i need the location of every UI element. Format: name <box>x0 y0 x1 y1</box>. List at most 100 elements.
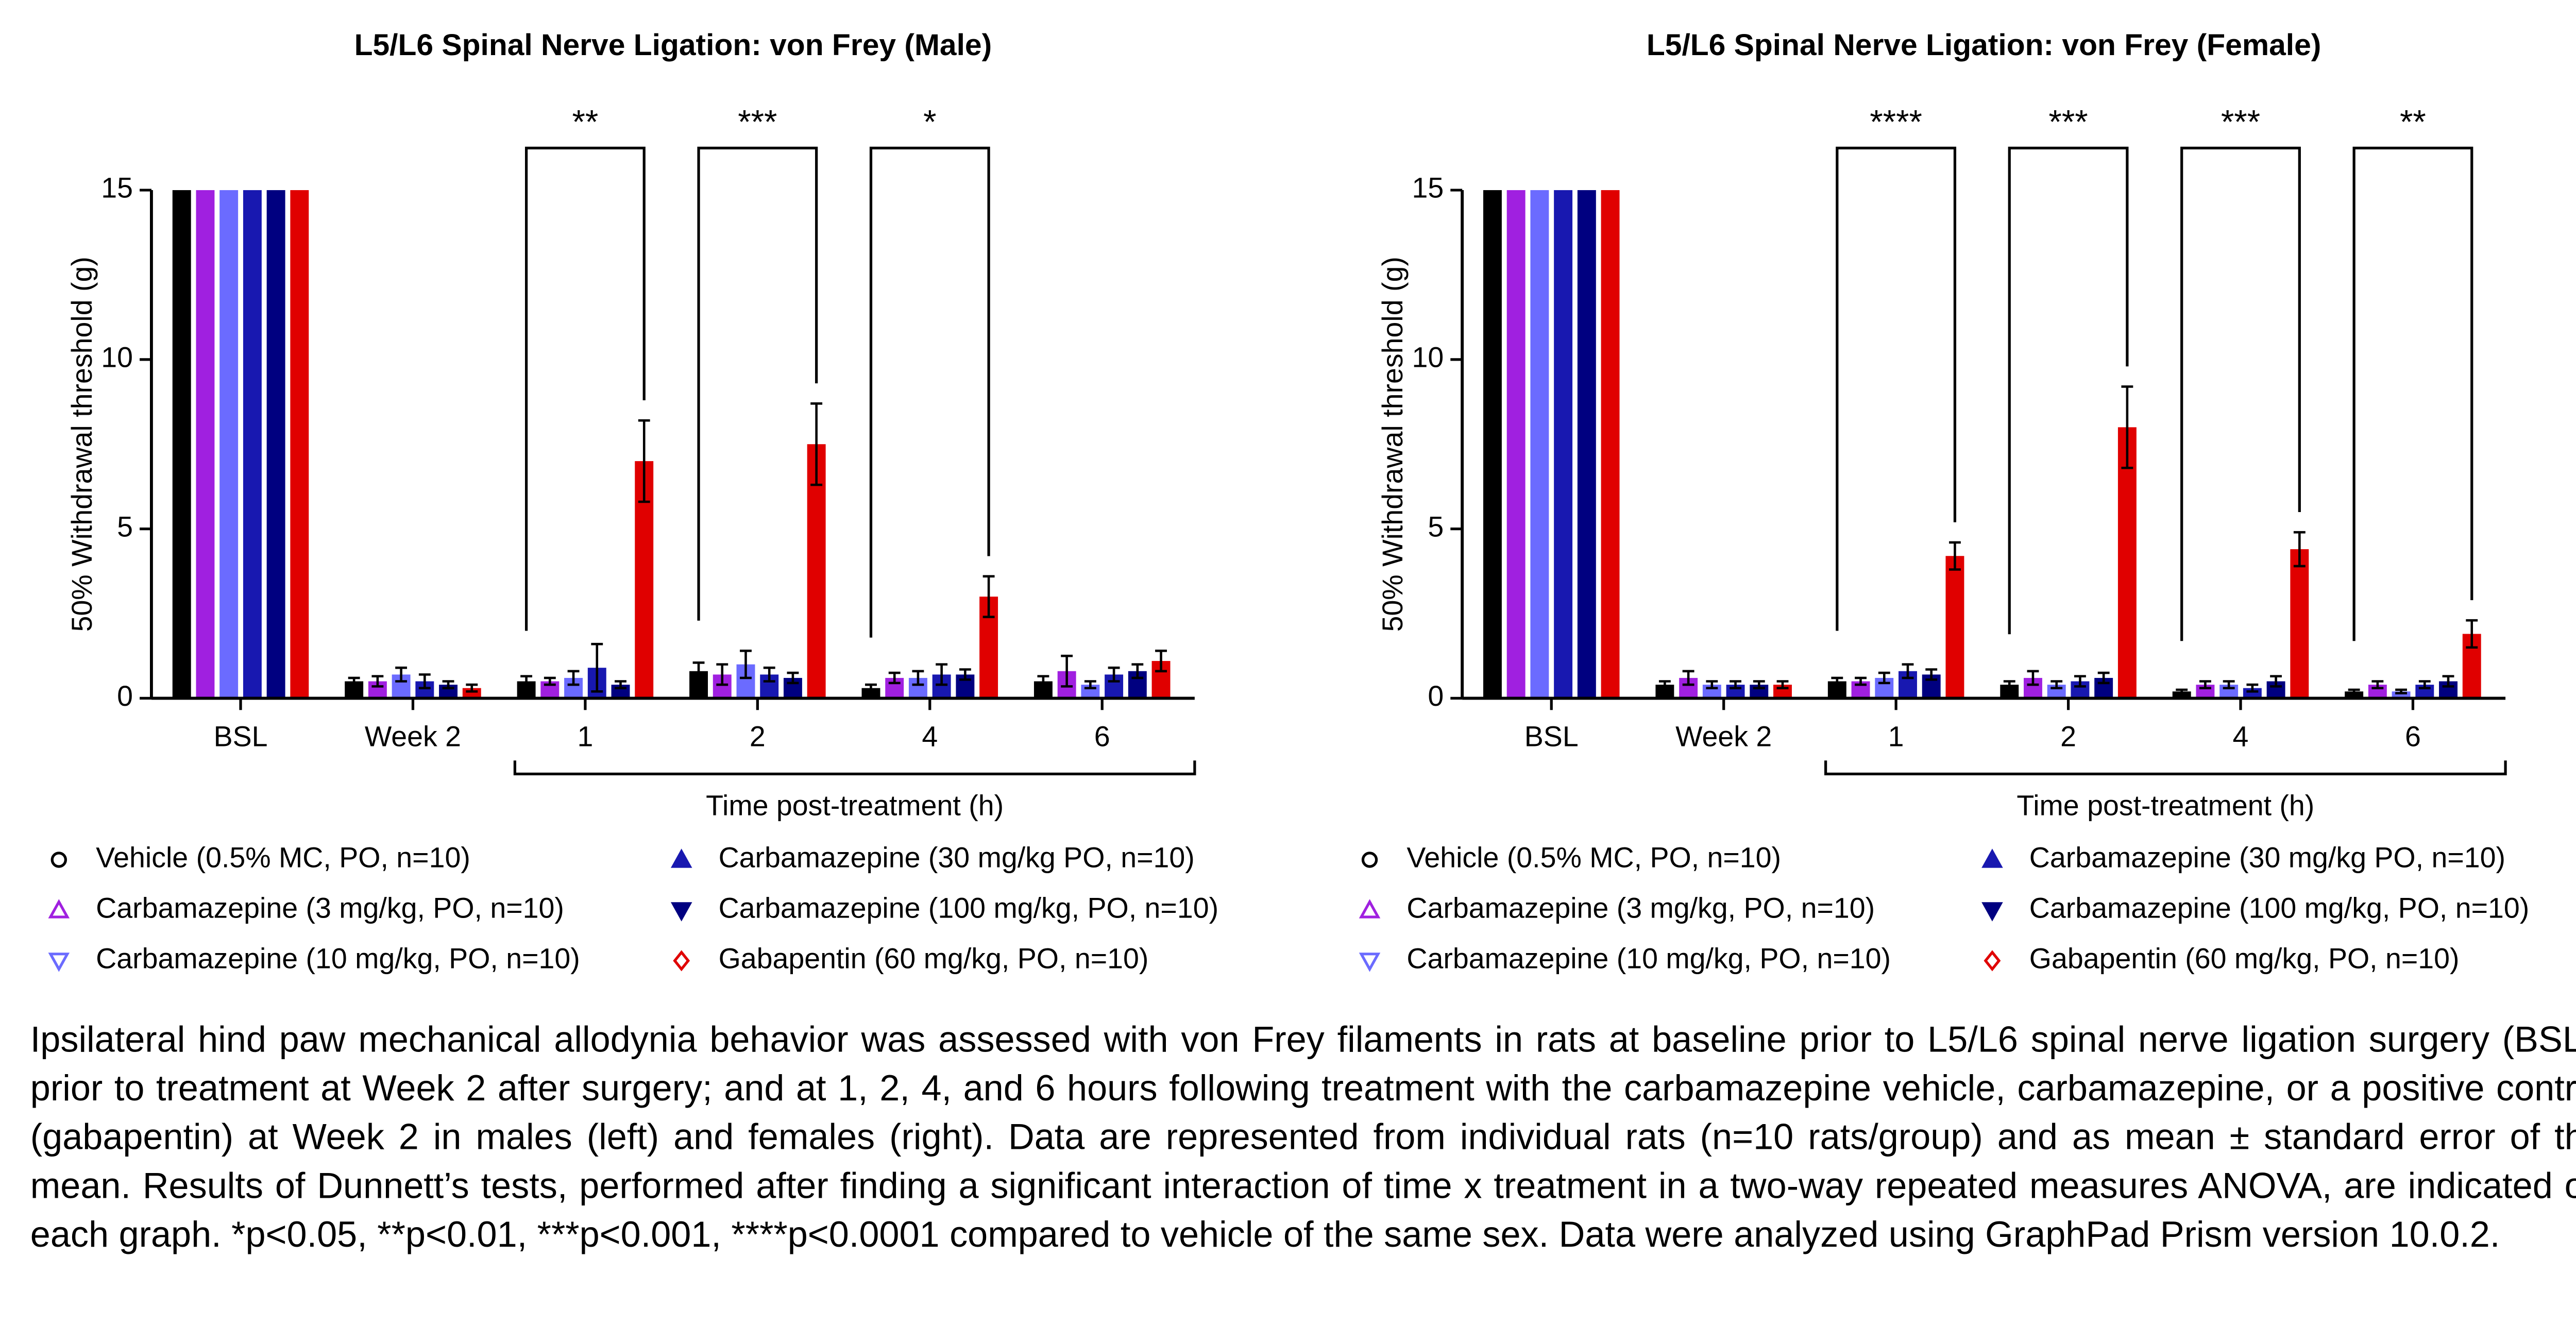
bar <box>807 444 826 699</box>
error-bar <box>1878 671 1890 685</box>
bar <box>219 190 239 699</box>
error-bar <box>2270 675 2282 688</box>
error-bar <box>567 670 580 686</box>
error-bar <box>1776 680 1789 689</box>
y-axis-label: 50% Withdrawal threshold (g) <box>66 257 98 632</box>
x-tick-label: Week 2 <box>365 720 461 752</box>
legend-label: Vehicle (0.5% MC, PO, n=10) <box>96 842 470 874</box>
significance-label: *** <box>738 103 777 141</box>
significance-bracket <box>2352 146 2473 641</box>
caption: Ipsilateral hind paw mechanical allodyni… <box>30 1020 2576 1255</box>
chart-title: L5/L6 Spinal Nerve Ligation: von Frey (F… <box>1647 28 2321 62</box>
error-bar <box>2442 675 2454 688</box>
error-bar <box>1682 670 1694 686</box>
legend-marker <box>673 950 690 972</box>
chart-title: L5/L6 Spinal Nerve Ligation: von Frey (M… <box>354 28 992 62</box>
bar <box>196 190 215 699</box>
x-tick-label: 2 <box>2060 720 2076 752</box>
bar <box>2117 427 2137 699</box>
significance-label: ** <box>2400 103 2426 141</box>
x-tick-label: 1 <box>1888 720 1904 752</box>
error-bar <box>888 671 901 685</box>
error-bar <box>1902 663 1914 680</box>
legend-marker <box>50 852 67 868</box>
error-bar <box>348 676 360 686</box>
bar <box>1530 190 1549 699</box>
legend-marker <box>1361 852 1378 868</box>
y-tick-label: 0 <box>117 680 133 712</box>
legend-marker <box>670 902 692 922</box>
error-bar <box>936 663 948 686</box>
bar <box>1554 190 1573 699</box>
legend-marker <box>1359 899 1381 919</box>
error-bar <box>2027 670 2039 686</box>
error-bar <box>865 683 877 693</box>
error-bar <box>1131 663 1144 680</box>
legend-marker <box>1984 950 2001 972</box>
x-tick-label: 1 <box>577 720 593 752</box>
error-bar <box>692 661 705 681</box>
x-axis-label: Time post-treatment (h) <box>2016 789 2314 821</box>
bar <box>243 190 262 699</box>
error-bar <box>1108 666 1120 683</box>
bar <box>290 190 309 699</box>
bar <box>2290 549 2309 699</box>
error-bar <box>1658 680 1671 689</box>
bar <box>1506 190 1526 699</box>
legend-label: Carbamazepine (3 mg/kg, PO, n=10) <box>1406 892 1875 924</box>
y-tick-label: 5 <box>1428 511 1444 542</box>
legend-label: Carbamazepine (10 mg/kg, PO, n=10) <box>96 943 580 975</box>
significance-bracket <box>1836 146 1957 631</box>
error-bar <box>520 675 533 688</box>
significance-label: * <box>923 103 936 141</box>
error-bar <box>1753 680 1765 689</box>
error-bar <box>2246 683 2259 693</box>
error-bar <box>763 666 775 683</box>
x-tick-label: BSL <box>214 720 268 752</box>
error-bar <box>1061 654 1073 688</box>
error-bar <box>1730 680 1741 689</box>
error-bar <box>418 673 431 689</box>
y-tick-label: 10 <box>1412 342 1444 373</box>
error-bar <box>1037 675 1049 688</box>
error-bar <box>2466 619 2478 649</box>
legend-label: Gabapentin (60 mg/kg, PO, n=10) <box>2029 943 2460 975</box>
legend-label: Gabapentin (60 mg/kg, PO, n=10) <box>719 943 1149 975</box>
legend-label: Vehicle (0.5% MC, PO, n=10) <box>1406 842 1781 874</box>
x-tick-label: 4 <box>922 720 938 752</box>
y-tick-label: 0 <box>1428 680 1444 712</box>
significance-bracket <box>697 146 818 621</box>
bar <box>1577 190 1596 699</box>
x-axis-label: Time post-treatment (h) <box>706 789 1004 821</box>
error-bar <box>2293 531 2306 568</box>
error-bar <box>2348 688 2360 694</box>
error-bar <box>2418 680 2431 689</box>
error-bar <box>2199 680 2211 689</box>
x-tick-label: Week 2 <box>1675 720 1772 752</box>
y-tick-label: 15 <box>1412 172 1444 204</box>
bar <box>1483 190 1502 699</box>
bar <box>1601 190 1620 699</box>
error-bar <box>1155 650 1167 673</box>
error-bar <box>2050 680 2063 689</box>
significance-bracket <box>524 146 646 631</box>
error-bar <box>1855 676 1867 686</box>
error-bar <box>740 650 752 680</box>
x-tick-label: 6 <box>2405 720 2421 752</box>
significance-bracket <box>2008 146 2129 635</box>
charts: L5/L6 Spinal Nerve Ligation: von Frey (M… <box>48 28 2529 975</box>
legend-marker <box>48 899 70 919</box>
legend-label: Carbamazepine (30 mg/kg PO, n=10) <box>2029 842 2505 874</box>
significance-label: *** <box>2221 103 2260 141</box>
error-bar <box>544 676 556 686</box>
legend-marker <box>1359 953 1381 972</box>
error-bar <box>638 419 650 503</box>
significance-bracket <box>2180 146 2301 641</box>
legend-marker <box>48 953 70 972</box>
x-tick-label: BSL <box>1524 720 1579 752</box>
y-tick-label: 5 <box>117 511 133 542</box>
error-bar <box>1084 680 1096 689</box>
bar <box>172 190 191 699</box>
